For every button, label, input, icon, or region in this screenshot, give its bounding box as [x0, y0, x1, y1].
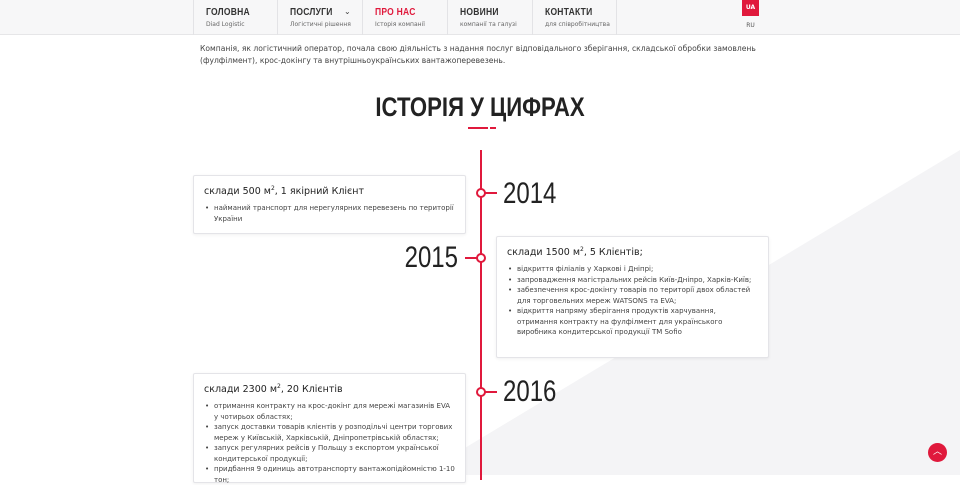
nav-label: НОВИНИ [460, 7, 499, 18]
card-heading: склади 2300 м2, 20 Клієнтів [204, 383, 343, 396]
nav-sub: Історія компанії [375, 21, 425, 28]
list-item: відкриття напряму зберігання продуктів х… [507, 306, 758, 338]
nav-label: ПРО НАС [375, 7, 416, 18]
lang-ru-button[interactable]: RU [746, 22, 755, 29]
timeline-tick [485, 391, 497, 393]
nav-sub: Diad Logistic [206, 21, 245, 28]
page-title: ІСТОРІЯ У ЦИФРАХ [375, 92, 585, 122]
card-heading: склади 500 м2, 1 якірний Клієнт [204, 185, 364, 198]
timeline-card: склади 500 м2, 1 якірний Клієнт найманий… [193, 175, 466, 235]
chevron-down-icon: ⌄ [344, 7, 351, 16]
nav-label: ГОЛОВНА [206, 7, 250, 18]
nav-label: КОНТАКТИ [545, 7, 593, 18]
nav-item-home[interactable]: ГОЛОВНА Diad Logistic [193, 0, 278, 35]
nav-label: ПОСЛУГИ [290, 7, 333, 18]
timeline-dot [476, 253, 486, 263]
list-item: забезпечення крос-докінгу товарів по тер… [507, 285, 758, 306]
list-item: запровадження магістральних рейсів Київ-… [507, 275, 758, 286]
nav-sub: Логістичні рішення [290, 21, 351, 28]
title-underline [468, 127, 488, 129]
nav-item-about[interactable]: ПРО НАС Історія компанії [363, 0, 448, 35]
scroll-to-top-button[interactable]: ︿ [928, 443, 947, 462]
arrow-up-icon: ︿ [932, 447, 942, 457]
nav-sub: компанії та галузі [460, 21, 517, 28]
title-underline-dot [490, 127, 496, 129]
year-label: 2016 [503, 375, 557, 408]
year-label: 2015 [404, 241, 458, 274]
list-item: отримання контракту на крос-докінг для м… [204, 401, 455, 422]
timeline-card: склади 2300 м2, 20 Клієнтів отримання ко… [193, 373, 466, 484]
card-heading: склади 1500 м2, 5 Клієнтів; [507, 246, 643, 259]
timeline-tick [465, 257, 477, 259]
timeline-line [480, 150, 482, 480]
list-item: запуск регулярних рейсів у Польщу з експ… [204, 443, 455, 464]
top-nav: ГОЛОВНА Diad Logistic ПОСЛУГИ Логістичні р… [0, 0, 960, 35]
nav-item-contacts[interactable]: КОНТАКТИ для співробітництва [533, 0, 617, 35]
nav-item-services[interactable]: ПОСЛУГИ Логістичні рішення ⌄ [278, 0, 363, 35]
lang-ua-button[interactable]: UA [742, 0, 759, 16]
nav-item-news[interactable]: НОВИНИ компанії та галузі [448, 0, 533, 35]
timeline-dot [476, 188, 486, 198]
list-item: запуск доставки товарів клієнтів у розпо… [204, 422, 455, 443]
list-item: найманий транспорт для нерегулярних пере… [204, 203, 455, 224]
nav-sub: для співробітництва [545, 21, 610, 28]
timeline-tick [485, 192, 497, 194]
timeline-dot [476, 387, 486, 397]
list-item: відкриття філіалів у Харкові і Дніпрі; [507, 264, 758, 275]
intro-text: Компанія, як логістичний оператор, почал… [200, 44, 756, 65]
year-label: 2014 [503, 177, 557, 210]
timeline-card: склади 1500 м2, 5 Клієнтів; відкриття фі… [496, 236, 769, 358]
